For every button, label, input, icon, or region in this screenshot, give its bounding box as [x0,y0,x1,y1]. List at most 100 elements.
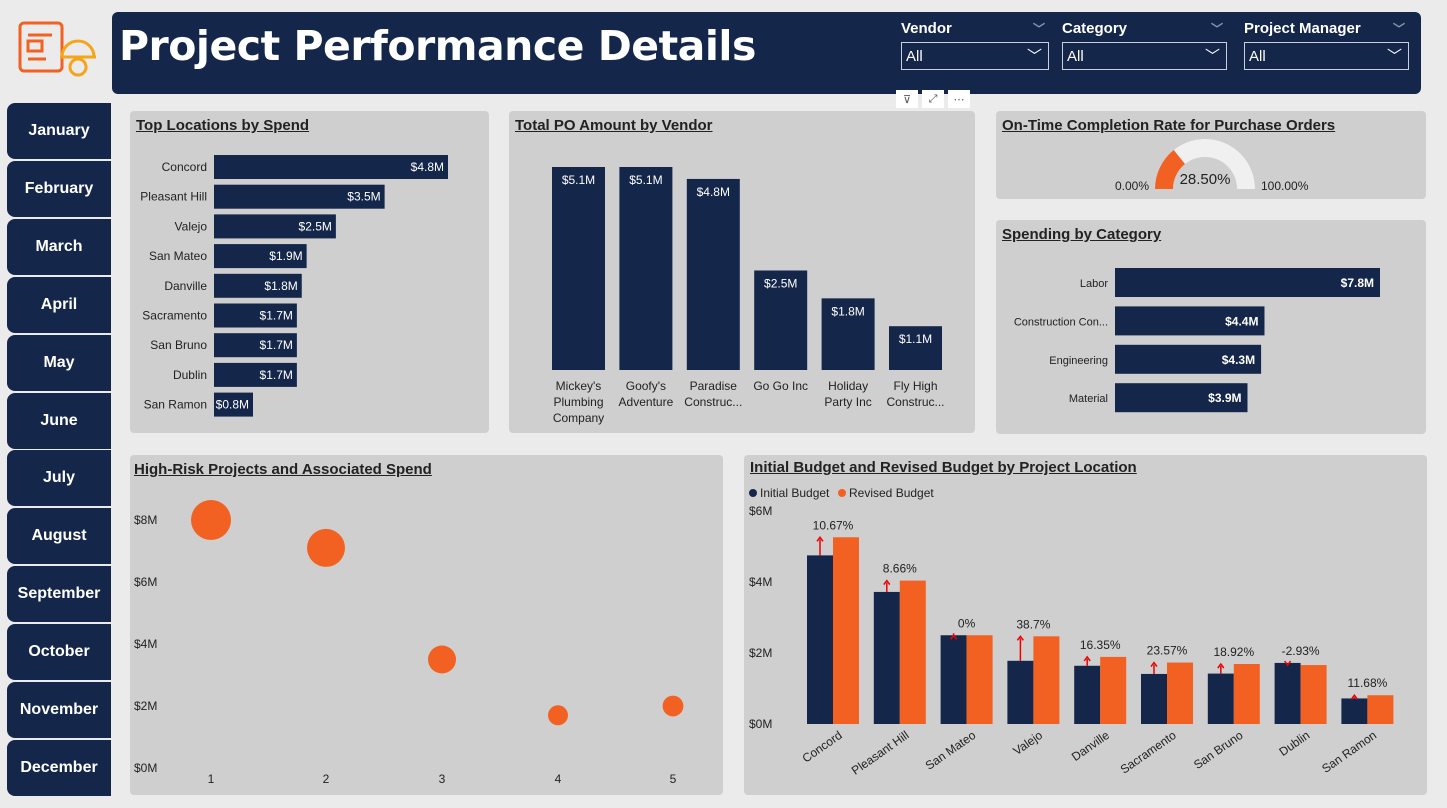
bar [214,303,297,328]
vendor-dropdown[interactable]: All ﹀ [901,42,1049,70]
month-button-december[interactable]: December [7,739,111,796]
pct-change-label: -2.93% [1282,644,1320,658]
month-button-january[interactable]: January [7,103,111,159]
category-label: Material [1069,393,1108,405]
change-arrow-head [1083,655,1091,662]
x-tick-label: Sacramento [1118,728,1179,777]
project-manager-dropdown[interactable]: All ﹀ [1244,42,1409,70]
chevron-down-icon[interactable]: ﹀ [1210,22,1223,36]
change-arrow-head [1350,693,1358,700]
category-label: Concord [162,160,207,174]
category-label: Pleasant Hill [140,190,207,204]
scatter-point [548,705,568,726]
bar-revised [1367,695,1394,724]
bar [214,184,385,209]
bar [214,333,297,358]
chevron-down-icon[interactable]: ﹀ [1032,22,1045,36]
category-label: Construc... [886,395,944,409]
month-button-november[interactable]: November [7,682,111,738]
pct-change-label: 23.57% [1147,644,1188,658]
data-label: $4.3M [1222,353,1255,367]
data-label: $3.9M [1208,391,1241,405]
change-arrow-head [1217,662,1225,669]
filter-icon[interactable]: ⊽ [896,90,918,108]
visual-toolbar: ⊽ ⤢ ⋯ [896,90,976,108]
high-risk-title: High-Risk Projects and Associated Spend [134,461,432,478]
bar [214,273,302,298]
chevron-down-icon: ﹀ [1386,48,1402,65]
vendor-slicer-label: Vendor [901,20,952,37]
bar [619,167,673,370]
category-slicer-label: Category [1062,20,1128,37]
x-tick-label: Valejo [1010,728,1045,758]
month-button-october[interactable]: October [7,624,111,681]
category-label: San Bruno [150,338,207,352]
top-locations-title: Top Locations by Spend [136,117,310,134]
x-tick-label: Concord [800,728,845,765]
data-label: $1.9M [269,249,302,263]
y-tick-label: $8M [134,513,157,527]
category-label: San Mateo [149,249,207,263]
month-button-august[interactable]: August [7,508,111,565]
data-label: $1.7M [260,368,293,382]
legend-marker [838,489,846,497]
change-arrow-head [950,634,958,640]
month-button-march[interactable]: March [7,218,111,275]
project-manager-value: All [1249,48,1266,65]
category-label: Valejo [175,219,208,233]
spending-by-category-card: Spending by Category Labor $7.8M Construct… [996,220,1426,434]
data-label: $7.8M [1341,276,1374,290]
category-slicer[interactable]: Category ﹀ All ﹀ [1062,18,1227,70]
month-button-june[interactable]: June [7,392,111,449]
x-tick-label: San Mateo [923,728,979,773]
data-label: $0.8M [216,398,249,412]
vendor-slicer[interactable]: Vendor ﹀ All ﹀ [901,18,1049,70]
data-label: $3.5M [347,190,380,204]
bar [686,178,740,370]
y-tick-label: $6M [134,575,157,589]
data-label: $4.8M [411,160,444,174]
bar-initial [1207,673,1234,724]
chevron-down-icon[interactable]: ﹀ [1392,22,1405,36]
month-button-september[interactable]: September [7,566,111,623]
category-label: Danville [164,279,207,293]
high-risk-card: High-Risk Projects and Associated Spend … [130,455,723,795]
category-label: San Ramon [144,398,207,412]
bar-initial [1341,698,1368,724]
data-label: $2.5M [299,219,332,233]
focus-mode-icon[interactable]: ⤢ [922,90,944,108]
bar-revised [833,537,859,724]
bar [214,362,297,387]
month-button-july[interactable]: July [7,450,111,507]
project-manager-slicer-label: Project Manager [1244,20,1361,37]
data-label: $5.1M [562,173,595,187]
bar-initial [1074,665,1101,724]
top-locations-card: Top Locations by Spend Concord $4.8M Pleas… [130,111,489,433]
more-options-icon[interactable]: ⋯ [948,90,970,108]
bar [889,326,942,370]
month-button-april[interactable]: April [7,276,111,333]
bar [1115,268,1380,297]
bar [754,270,808,370]
category-label: Construc... [684,395,742,409]
budget-title: Initial Budget and Revised Budget by Pro… [750,459,1137,476]
month-button-may[interactable]: May [7,334,111,391]
pct-change-label: 16.35% [1080,638,1121,652]
category-label: Dublin [173,368,207,382]
bar [821,298,875,370]
project-manager-slicer[interactable]: Project Manager ﹀ All ﹀ [1244,18,1409,70]
chevron-down-icon: ﹀ [1026,48,1042,65]
category-dropdown[interactable]: All ﹀ [1062,42,1227,70]
legend-marker [749,489,757,497]
on-time-gauge-title: On-Time Completion Rate for Purchase Ord… [1002,117,1336,134]
bar [552,167,605,370]
x-tick-label: Danville [1069,728,1112,764]
bar-revised [899,580,926,724]
category-value: All [1067,48,1084,65]
category-label: Plumbing [553,395,603,409]
bar-revised [1033,636,1060,724]
month-button-february[interactable]: February [7,160,111,217]
bar [1115,306,1265,336]
bar-revised [1233,664,1260,724]
top-locations-chart: Concord $4.8M Pleasant Hill $3.5M Valejo $2.5… [140,155,448,417]
